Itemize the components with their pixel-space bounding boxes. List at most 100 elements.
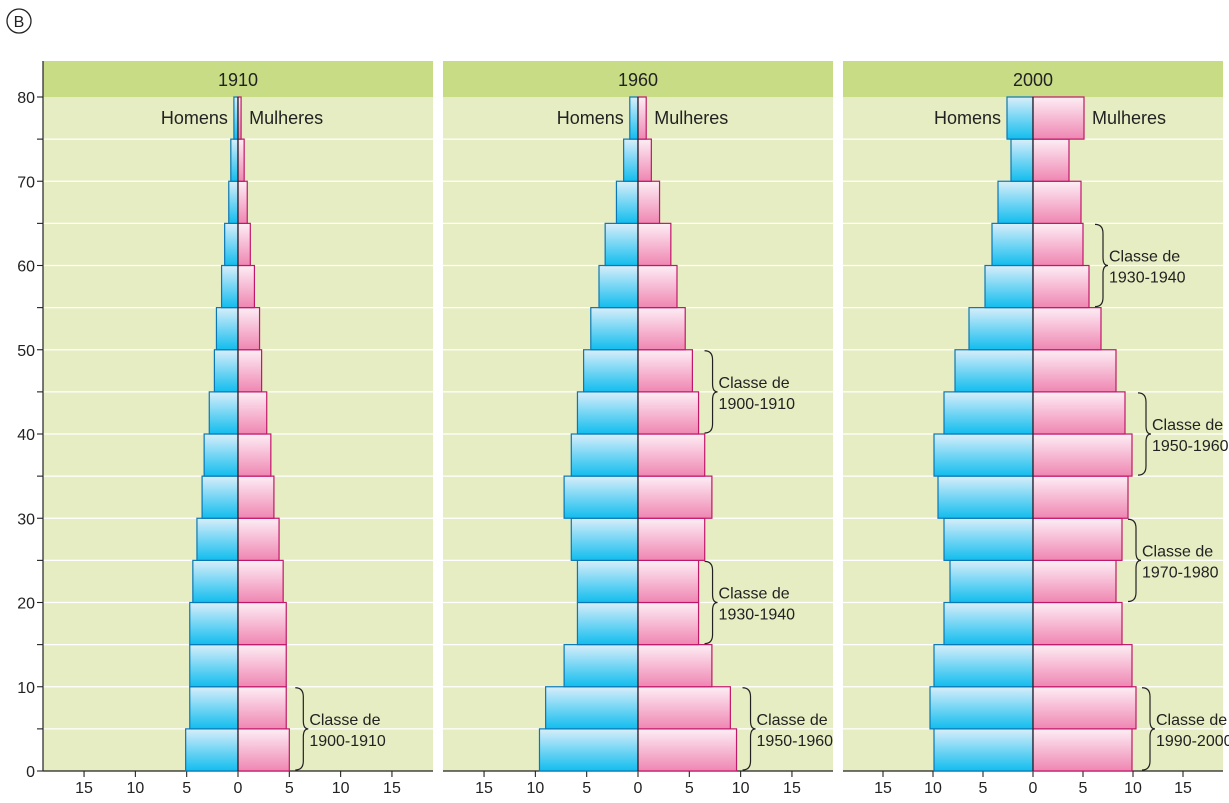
women-bar [637, 517, 706, 561]
men-bar [563, 475, 639, 519]
panel-header [843, 61, 1223, 97]
women-bar [237, 686, 287, 730]
legend-men: Homens [161, 108, 228, 128]
figure-label: B [6, 8, 32, 34]
figure-label-circle [6, 8, 32, 34]
x-tick-label: 0 [634, 780, 643, 797]
women-bar [1032, 686, 1137, 730]
men-bar [943, 391, 1034, 435]
women-bar [237, 433, 272, 477]
women-bar [637, 644, 713, 688]
men-bar [215, 307, 239, 351]
y-tick-label: 40 [17, 427, 35, 444]
men-bar [185, 728, 239, 772]
men-bar [984, 264, 1034, 309]
x-tick-label: 10 [126, 780, 144, 797]
women-bar [637, 222, 672, 267]
panel-title: 1960 [618, 70, 658, 90]
women-bar [237, 307, 261, 351]
men-bar [220, 264, 239, 309]
men-bar [576, 559, 639, 604]
women-bar [237, 222, 251, 267]
women-bar [237, 391, 268, 435]
women-bar [237, 559, 284, 604]
women-bar [637, 475, 713, 519]
cohort-bracket [1137, 392, 1152, 476]
men-bar [933, 433, 1034, 477]
panel-title: 2000 [1013, 70, 1053, 90]
x-tick-label: 0 [234, 780, 243, 797]
cohort-label: Classe de [719, 375, 790, 392]
men-bar [590, 307, 639, 351]
women-bar [1032, 222, 1084, 267]
men-bar [615, 180, 639, 224]
y-tick-label: 20 [17, 596, 35, 613]
men-bar [937, 475, 1034, 519]
x-tick-label: 5 [685, 780, 694, 797]
men-bar [933, 644, 1034, 688]
cohort-bracket [1094, 223, 1109, 308]
men-bar [943, 517, 1034, 561]
pyramid-panel-2000: 2000 15 10 5 0 5 10 15 Homens Mulheres Classe de 19… [843, 61, 1229, 797]
pyramid-panel-1960: 1960 15 10 5 0 5 10 15 Homens Mulheres Classe de 19… [443, 61, 833, 797]
cohort-label: 1950-1960 [757, 733, 834, 750]
men-bar [196, 517, 239, 561]
men-bar [576, 601, 639, 646]
men-bar [604, 222, 639, 267]
x-tick-label: 10 [732, 780, 750, 797]
women-bar [1032, 475, 1129, 519]
men-bar [192, 559, 239, 604]
legend-men: Homens [934, 108, 1001, 128]
y-tick-label: 30 [17, 511, 35, 528]
cohort-label: 1900-1910 [309, 733, 386, 750]
legend-men: Homens [557, 108, 624, 128]
y-tick-label: 0 [26, 764, 35, 781]
men-bar [233, 96, 239, 140]
x-tick-label: 0 [1029, 780, 1038, 797]
men-bar [228, 180, 239, 224]
x-tick-label: 5 [182, 780, 191, 797]
cohort-label: 1930-1940 [719, 607, 796, 624]
women-bar [1032, 349, 1117, 393]
y-tick-label: 60 [17, 259, 35, 276]
legend-women: Mulheres [654, 108, 728, 128]
cohort-label: 1930-1940 [1109, 270, 1186, 287]
women-bar [237, 264, 256, 309]
cohort-label: 1900-1910 [719, 396, 796, 413]
cohort-label: Classe de [1156, 712, 1227, 729]
women-bar [1032, 644, 1133, 688]
cohort-label: 1970-1980 [1142, 564, 1219, 581]
women-bar [637, 433, 706, 477]
women-bar [237, 517, 280, 561]
women-bar [1032, 517, 1123, 561]
panel-header [443, 61, 833, 97]
x-tick-label: 15 [1174, 780, 1192, 797]
women-bar [237, 349, 263, 393]
men-bar [201, 475, 239, 519]
men-bar [570, 517, 639, 561]
men-bar [929, 686, 1034, 730]
women-bar [1032, 601, 1123, 646]
men-bar [1010, 138, 1034, 182]
cohort-label: 1990-2000 [1156, 733, 1229, 750]
women-bar [637, 728, 738, 772]
x-tick-label: 15 [383, 780, 401, 797]
x-tick-label: 5 [582, 780, 591, 797]
men-bar [189, 686, 239, 730]
men-bar [203, 433, 239, 477]
x-tick-label: 15 [783, 780, 801, 797]
women-bar [237, 138, 245, 182]
x-tick-label: 10 [526, 780, 544, 797]
women-bar [1032, 307, 1102, 351]
women-bar [1032, 728, 1133, 772]
men-bar [545, 686, 639, 730]
women-bar [637, 391, 700, 435]
women-bar [637, 559, 700, 604]
women-bar [637, 601, 700, 646]
x-tick-label: 5 [1079, 780, 1088, 797]
men-bar [538, 728, 639, 772]
cohort-label: Classe de [309, 712, 380, 729]
men-bar [954, 349, 1034, 393]
x-tick-label: 10 [1124, 780, 1142, 797]
